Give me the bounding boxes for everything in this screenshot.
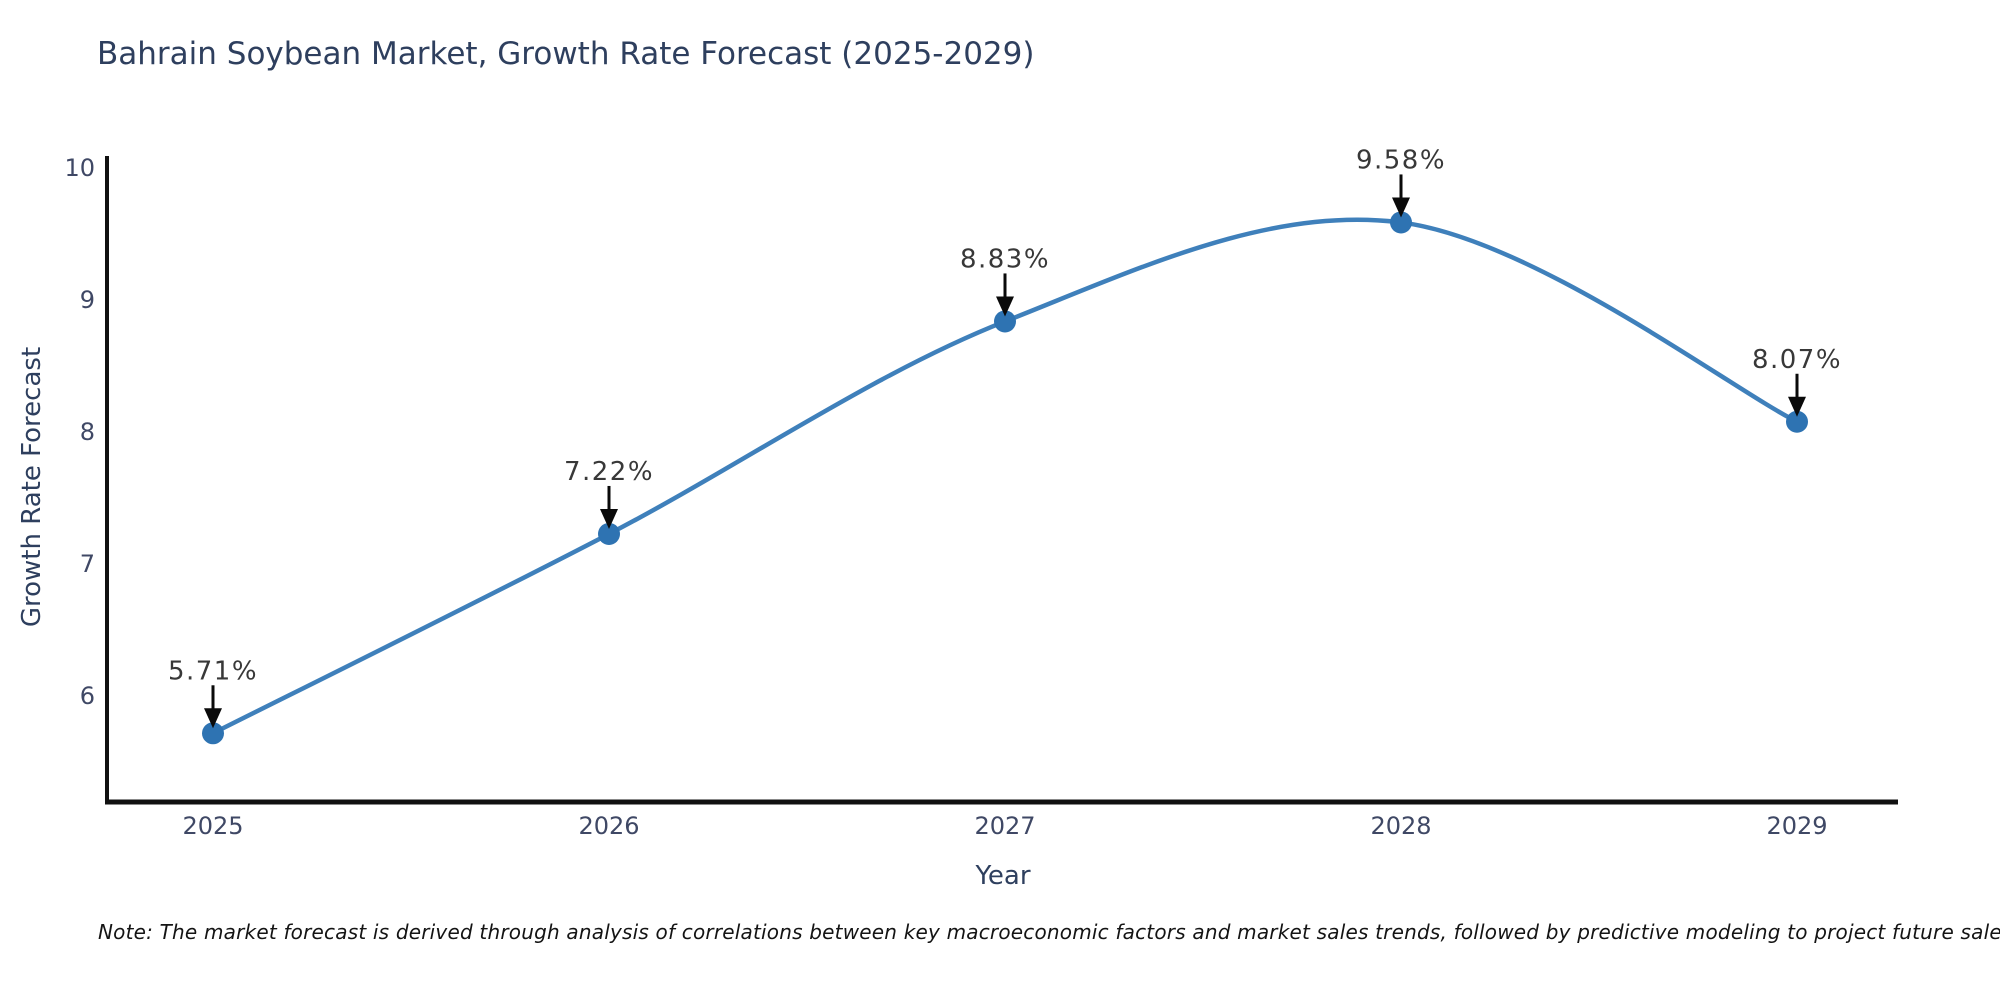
x-tick-label: 2025 xyxy=(182,812,243,840)
y-tick-label: 6 xyxy=(80,682,95,710)
y-tick-label: 8 xyxy=(80,418,95,446)
x-tick-label: 2029 xyxy=(1766,812,1827,840)
data-point-marker xyxy=(598,522,620,545)
y-tick-label: 10 xyxy=(64,154,95,182)
x-tick-label: 2028 xyxy=(1370,812,1431,840)
y-tick-label: 7 xyxy=(80,550,95,578)
data-point-marker xyxy=(202,722,224,745)
x-tick-label: 2027 xyxy=(974,812,1035,840)
annotation-arrowhead xyxy=(600,508,618,529)
x-axis-title: Year xyxy=(975,861,1031,891)
annotation-arrowhead xyxy=(996,296,1014,317)
annotation-arrowhead xyxy=(1788,396,1806,417)
annotation-arrowhead xyxy=(1392,197,1410,218)
chart-title: Bahrain Soybean Market, Growth Rate Fore… xyxy=(97,36,1035,72)
data-point-label: 5.71% xyxy=(168,656,258,686)
data-point-label: 8.07% xyxy=(1752,345,1842,375)
data-point-label: 9.58% xyxy=(1356,145,1446,175)
x-tick-label: 2026 xyxy=(578,812,639,840)
footnote: Note: The market forecast is derived thr… xyxy=(98,920,2000,944)
y-tick-label: 9 xyxy=(80,286,95,314)
data-point-marker xyxy=(994,310,1016,333)
data-point-marker xyxy=(1786,410,1808,433)
data-point-marker xyxy=(1390,211,1412,234)
data-point-label: 8.83% xyxy=(960,244,1050,274)
data-point-label: 7.22% xyxy=(564,457,654,487)
annotation-arrowhead xyxy=(204,708,222,729)
